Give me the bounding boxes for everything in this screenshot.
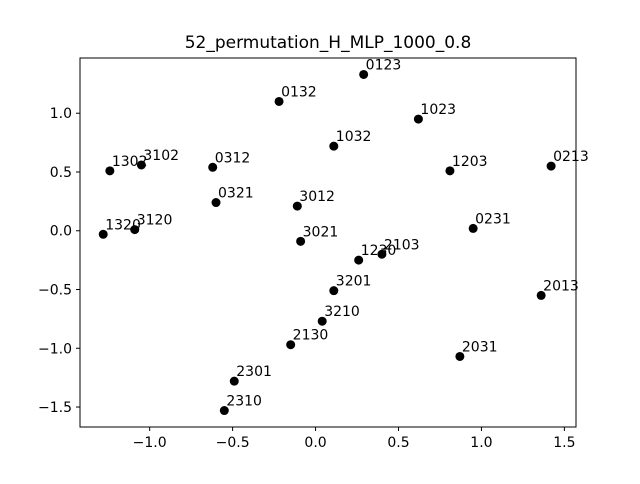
data-point-label: 0123 bbox=[366, 57, 402, 73]
data-point bbox=[208, 162, 218, 172]
data-point-label: 3120 bbox=[137, 213, 173, 229]
y-tick-label: −0.5 bbox=[38, 283, 72, 299]
data-point bbox=[413, 114, 423, 124]
data-point-label: 0213 bbox=[553, 149, 589, 165]
data-point bbox=[130, 225, 140, 235]
chart-title: 52_permutation_H_MLP_1000_0.8 bbox=[185, 33, 472, 53]
data-point-label: 0132 bbox=[281, 84, 317, 100]
data-point-label: 1320 bbox=[105, 217, 141, 233]
data-point-label: 3021 bbox=[303, 224, 339, 240]
data-point bbox=[329, 286, 339, 296]
data-point-label: 2031 bbox=[462, 339, 498, 355]
y-tick-label: 1.0 bbox=[50, 106, 72, 122]
data-point-label: 2310 bbox=[226, 394, 262, 410]
data-point bbox=[329, 141, 339, 151]
y-tick-label: 0.0 bbox=[50, 224, 72, 240]
data-point-label: 3210 bbox=[324, 304, 360, 320]
data-point bbox=[286, 340, 296, 350]
x-tick-label: −1.0 bbox=[133, 435, 167, 451]
data-point bbox=[211, 198, 221, 208]
data-point-label: 1203 bbox=[452, 154, 488, 170]
data-point bbox=[219, 406, 229, 416]
x-tick-label: −0.5 bbox=[216, 435, 250, 451]
data-point-label: 1023 bbox=[420, 102, 456, 118]
data-point-label: 0312 bbox=[215, 150, 251, 166]
data-point-label: 1032 bbox=[336, 129, 372, 145]
data-point-label: 2103 bbox=[384, 237, 420, 253]
data-point bbox=[317, 316, 327, 326]
data-point-label: 2301 bbox=[236, 364, 272, 380]
data-point bbox=[377, 249, 387, 259]
y-tick-label: −1.0 bbox=[38, 341, 72, 357]
data-point bbox=[98, 229, 108, 239]
x-tick-label: 0.0 bbox=[304, 435, 326, 451]
data-point bbox=[445, 166, 455, 176]
data-point-label: 3012 bbox=[299, 189, 335, 205]
data-point bbox=[296, 236, 306, 246]
axis-ticks: −1.0 −0.5 0.0 0.5 1.0 1.5 1.0 0.5 0.0 −0.5 −1.0 −1.… bbox=[38, 106, 576, 451]
data-point bbox=[455, 351, 465, 361]
data-point bbox=[136, 160, 146, 170]
data-point bbox=[274, 96, 284, 106]
data-point-label: 0231 bbox=[475, 211, 511, 227]
y-tick-label: 0.5 bbox=[50, 165, 72, 181]
data-point-label: 2130 bbox=[293, 328, 329, 344]
data-point-label: 0321 bbox=[218, 186, 254, 202]
data-point bbox=[468, 223, 478, 233]
data-point bbox=[105, 166, 115, 176]
data-point bbox=[229, 376, 239, 386]
data-point-label: 3201 bbox=[336, 274, 372, 290]
data-point-label: 2013 bbox=[543, 278, 579, 294]
data-point-label: 1302 bbox=[112, 154, 148, 170]
data-point bbox=[354, 255, 364, 265]
x-tick-label: 1.0 bbox=[470, 435, 492, 451]
y-tick-label: −1.5 bbox=[38, 400, 72, 416]
plot-frame bbox=[79, 57, 577, 428]
data-point-label: 1230 bbox=[361, 243, 397, 259]
data-points bbox=[98, 69, 556, 416]
x-tick-label: 1.5 bbox=[553, 435, 575, 451]
data-point bbox=[546, 161, 556, 171]
data-point bbox=[292, 201, 302, 211]
x-tick-label: 0.5 bbox=[387, 435, 409, 451]
data-point bbox=[359, 69, 369, 79]
data-point-label: 3102 bbox=[143, 148, 179, 164]
data-point bbox=[536, 290, 546, 300]
